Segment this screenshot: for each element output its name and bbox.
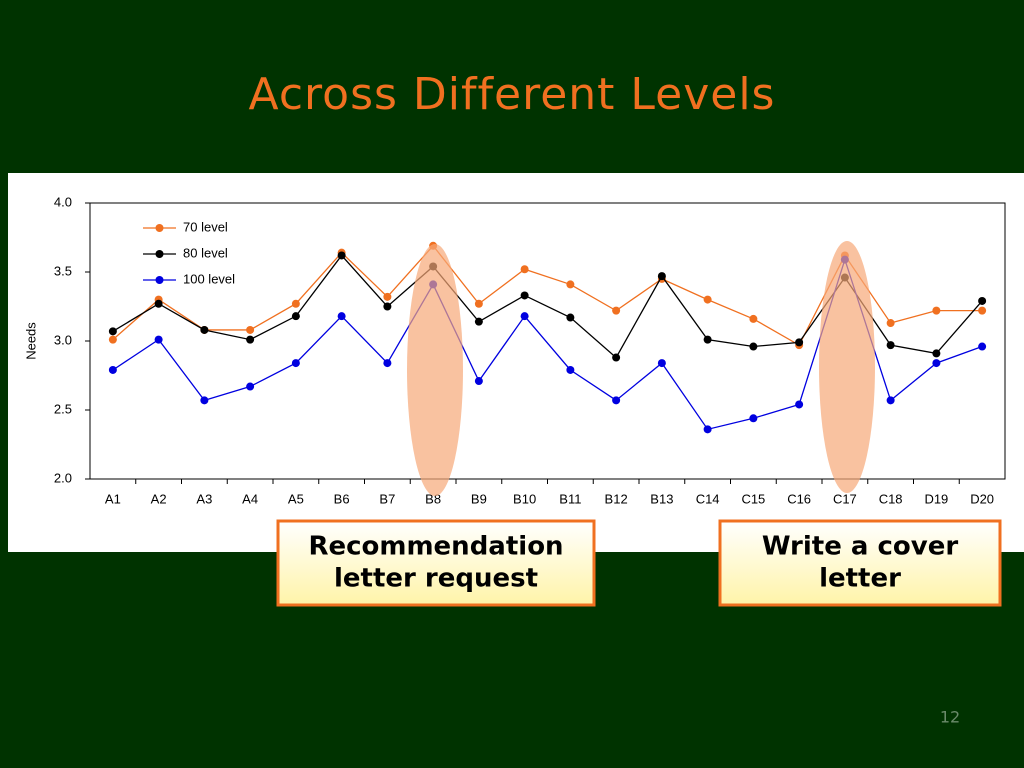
data-point	[978, 296, 987, 305]
data-point	[200, 396, 209, 405]
data-point	[520, 312, 529, 321]
data-point	[154, 299, 163, 308]
callout-box	[276, 519, 596, 607]
y-tick-label: 2.5	[54, 401, 72, 416]
legend-label: 70 level	[183, 219, 228, 234]
data-point	[886, 341, 895, 350]
data-point	[978, 306, 987, 315]
callout-box	[718, 519, 1002, 607]
data-point	[337, 251, 346, 260]
callout-text: Recommendation	[308, 532, 563, 562]
x-tick-label: D19	[924, 491, 948, 506]
x-tick-label: C17	[833, 491, 857, 506]
data-point	[566, 280, 575, 289]
data-point	[566, 313, 575, 322]
x-tick-label: D20	[970, 491, 994, 506]
data-point	[657, 359, 666, 368]
data-point	[291, 299, 300, 308]
data-point	[383, 302, 392, 311]
data-point	[932, 349, 941, 358]
x-tick-label: C18	[879, 491, 903, 506]
data-point	[520, 291, 529, 300]
x-tick-label: B7	[379, 491, 395, 506]
data-point	[657, 272, 666, 281]
y-axis-label: Needs	[23, 322, 38, 360]
legend-marker	[155, 250, 164, 258]
data-point	[154, 335, 163, 344]
data-point	[291, 359, 300, 368]
data-point	[337, 312, 346, 321]
data-point	[200, 325, 209, 334]
data-point	[749, 414, 758, 423]
x-tick-label: A1	[105, 491, 121, 506]
data-point	[932, 306, 941, 315]
data-point	[703, 335, 712, 344]
data-point	[520, 265, 529, 274]
data-point	[474, 299, 483, 308]
callout-text: letter request	[334, 564, 538, 594]
legend-label: 80 level	[183, 245, 228, 260]
x-tick-label: A3	[196, 491, 212, 506]
slide-title: Across Different Levels	[249, 69, 776, 120]
data-point	[612, 306, 621, 315]
data-point	[474, 377, 483, 386]
data-point	[749, 342, 758, 351]
data-point	[108, 365, 117, 374]
y-tick-label: 4.0	[54, 194, 72, 209]
data-point	[932, 359, 941, 368]
x-tick-label: C16	[787, 491, 811, 506]
x-tick-label: C15	[741, 491, 765, 506]
legend-label: 100 level	[183, 271, 235, 286]
x-tick-label: B9	[471, 491, 487, 506]
x-tick-label: B12	[605, 491, 628, 506]
x-tick-label: B11	[559, 491, 581, 506]
data-point	[612, 353, 621, 362]
data-point	[703, 425, 712, 434]
highlight	[407, 244, 463, 496]
data-point	[474, 317, 483, 326]
data-point	[108, 335, 117, 344]
y-tick-label: 2.0	[54, 470, 72, 485]
x-tick-label: A2	[151, 491, 167, 506]
data-point	[383, 292, 392, 301]
callout-text: letter	[819, 564, 901, 594]
legend-marker	[155, 224, 164, 232]
data-point	[566, 365, 575, 374]
callout-text: Write a cover	[762, 532, 959, 562]
data-point	[383, 359, 392, 368]
data-point	[108, 327, 117, 336]
data-point	[612, 396, 621, 405]
legend-marker	[155, 276, 164, 284]
data-point	[978, 342, 987, 351]
y-tick-label: 3.5	[54, 263, 72, 278]
data-point	[886, 319, 895, 328]
data-point	[886, 396, 895, 405]
x-tick-label: A4	[242, 491, 258, 506]
data-point	[795, 400, 804, 409]
data-point	[246, 325, 255, 334]
x-tick-label: B10	[513, 491, 536, 506]
data-point	[703, 295, 712, 304]
data-point	[246, 335, 255, 344]
data-point	[246, 382, 255, 391]
y-tick-label: 3.0	[54, 332, 72, 347]
data-point	[749, 314, 758, 323]
page-number: 12	[940, 708, 960, 727]
x-tick-label: B6	[334, 491, 350, 506]
highlight	[819, 241, 875, 493]
data-point	[795, 338, 804, 347]
x-tick-label: C14	[696, 491, 720, 506]
x-tick-label: B13	[650, 491, 673, 506]
x-tick-label: A5	[288, 491, 304, 506]
data-point	[291, 312, 300, 321]
